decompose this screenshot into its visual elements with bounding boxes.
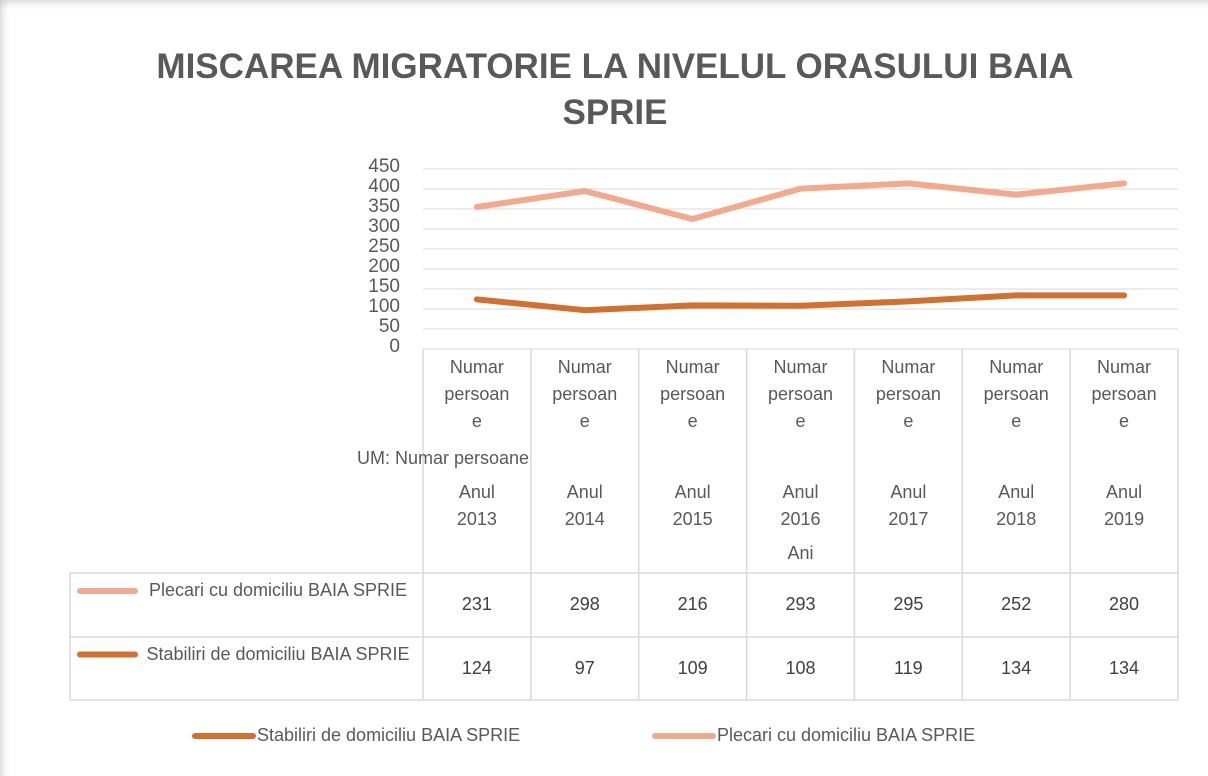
x-tick-label: Anul 2019 [1104, 482, 1145, 529]
y-tick-label: 350 [368, 196, 400, 217]
x-tick-label: Anul 2016 [780, 482, 821, 529]
table-value: 119 [893, 657, 923, 678]
x-sublabel: Numar persoane [1091, 357, 1157, 431]
row-label: Plecari cu domiciliu BAIA SPRIE [148, 580, 408, 600]
x-tick-label: Anul 2013 [456, 482, 497, 529]
table-value: 109 [677, 657, 708, 678]
y-tick-label: 400 [368, 176, 400, 197]
y-tick-label: 0 [389, 336, 400, 357]
table-value: 134 [1109, 657, 1140, 678]
table-value: 298 [569, 594, 600, 614]
y-tick-label: 150 [368, 276, 400, 297]
series-line [473, 180, 1128, 222]
table-value: 134 [1001, 657, 1032, 678]
x-sublabel: Numar persoane [444, 357, 510, 431]
table-value: 295 [893, 594, 924, 614]
y-tick-label: 50 [378, 316, 400, 337]
legend-label: Plecari cu domiciliu BAIA SPRIE [717, 725, 976, 745]
x-tick-label: Anul 2018 [996, 482, 1037, 529]
x-sublabel: Numar persoane [660, 357, 726, 431]
x-sublabel: Numar persoane [552, 357, 618, 431]
table-value: 108 [785, 657, 816, 678]
table-value: 216 [677, 594, 708, 614]
row-label: Stabiliri de domiciliu BAIA SPRIE [146, 643, 410, 664]
y-tick-label: 250 [368, 236, 400, 257]
x-header: UM: Numar persoane [357, 448, 530, 468]
chart-title: MISCAREA MIGRATORIE LA NIVELUL ORASULUI … [156, 47, 1074, 132]
x-axis-label: Ani [787, 543, 814, 563]
table-value: 124 [461, 657, 492, 678]
y-tick-label: 100 [368, 296, 400, 317]
table-value: 252 [1001, 594, 1032, 614]
x-tick-label: Anul 2015 [672, 482, 713, 529]
series-line [473, 292, 1128, 314]
y-tick-label: 300 [368, 216, 400, 237]
x-tick-label: Anul 2017 [888, 482, 929, 529]
x-sublabel: Numar persoane [983, 357, 1049, 431]
table-value: 97 [574, 657, 595, 678]
y-tick-label: 450 [368, 156, 400, 177]
x-sublabel: Numar persoane [767, 357, 834, 431]
x-tick-label: Anul 2014 [564, 482, 605, 529]
table-value: 231 [461, 594, 492, 614]
y-tick-label: 200 [368, 256, 400, 277]
x-sublabel: Numar persoane [875, 357, 941, 431]
table-value: 280 [1109, 594, 1140, 614]
legend-label: Stabiliri de domiciliu BAIA SPRIE [257, 725, 521, 745]
table-value: 293 [785, 594, 816, 614]
